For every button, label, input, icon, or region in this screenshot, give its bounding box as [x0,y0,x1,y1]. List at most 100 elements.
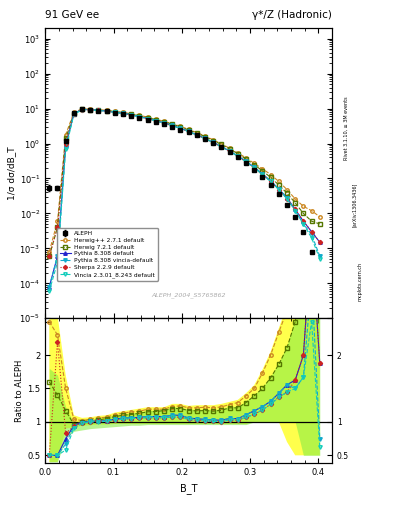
Herwig 7.2.1 default [260,168,265,174]
Herwig++ 2.7.1 default [203,133,208,139]
Vincia 2.3.01_8.243 default [137,114,142,120]
Herwig++ 2.7.1 default [178,123,183,130]
Text: [arXiv:1306.3436]: [arXiv:1306.3436] [352,183,357,227]
Pythia 8.308 default [145,115,150,121]
Y-axis label: Ratio to ALEPH: Ratio to ALEPH [15,359,24,422]
Herwig++ 2.7.1 default [293,196,298,202]
Vincia 2.3.01_8.243 default [268,178,273,184]
Pythia 8.308 default [318,239,322,245]
Line: Pythia 8.308 vincia-default: Pythia 8.308 vincia-default [48,108,321,288]
Sherpa 2.2.9 default [170,123,174,129]
Herwig++ 2.7.1 default [309,207,314,214]
Vincia 2.3.01_8.243 default [276,186,281,193]
Herwig++ 2.7.1 default [137,112,142,118]
Herwig 7.2.1 default [211,137,216,143]
Herwig 7.2.1 default [195,130,199,136]
Pythia 8.308 vincia-default [72,111,76,117]
Herwig 7.2.1 default [137,113,142,119]
Herwig++ 2.7.1 default [145,114,150,120]
Vincia 2.3.01_8.243 default [129,112,134,118]
Pythia 8.308 vincia-default [55,253,60,259]
Pythia 8.308 vincia-default [121,110,125,116]
Vincia 2.3.01_8.243 default [88,107,93,113]
Pythia 8.308 vincia-default [285,195,289,201]
Herwig++ 2.7.1 default [154,116,158,122]
Herwig 7.2.1 default [162,119,166,125]
Text: Rivet 3.1.10, ≥ 3M events: Rivet 3.1.10, ≥ 3M events [344,96,349,160]
Herwig++ 2.7.1 default [96,106,101,113]
Herwig 7.2.1 default [104,108,109,114]
Pythia 8.308 default [293,206,298,212]
Pythia 8.308 vincia-default [309,231,314,238]
Vincia 2.3.01_8.243 default [63,146,68,152]
Herwig 7.2.1 default [129,111,134,117]
Herwig 7.2.1 default [252,161,257,167]
Pythia 8.308 vincia-default [162,120,166,126]
Text: mcplots.cern.ch: mcplots.cern.ch [358,262,363,301]
Vincia 2.3.01_8.243 default [55,259,60,265]
Herwig 7.2.1 default [96,107,101,113]
Herwig++ 2.7.1 default [211,137,216,143]
Pythia 8.308 default [162,120,166,126]
Pythia 8.308 vincia-default [219,143,224,150]
Pythia 8.308 default [121,110,125,116]
Sherpa 2.2.9 default [219,144,224,150]
Line: Sherpa 2.2.9 default: Sherpa 2.2.9 default [48,108,321,258]
Herwig 7.2.1 default [63,135,68,141]
Sherpa 2.2.9 default [112,109,117,115]
X-axis label: B_T: B_T [180,483,197,494]
Sherpa 2.2.9 default [244,159,248,165]
Sherpa 2.2.9 default [80,106,84,113]
Pythia 8.308 default [170,122,174,129]
Pythia 8.308 vincia-default [129,112,134,118]
Herwig 7.2.1 default [80,106,84,113]
Sherpa 2.2.9 default [129,112,134,118]
Pythia 8.308 default [72,111,76,117]
Herwig++ 2.7.1 default [80,106,84,112]
Pythia 8.308 default [63,142,68,148]
Herwig 7.2.1 default [285,190,289,196]
Pythia 8.308 default [219,143,224,150]
Herwig 7.2.1 default [47,253,51,259]
Herwig 7.2.1 default [268,174,273,180]
Sherpa 2.2.9 default [63,140,68,146]
Herwig 7.2.1 default [170,121,174,127]
Herwig 7.2.1 default [293,200,298,206]
Herwig 7.2.1 default [219,141,224,147]
Sherpa 2.2.9 default [318,239,322,245]
Pythia 8.308 vincia-default [80,106,84,113]
Sherpa 2.2.9 default [137,114,142,120]
Pythia 8.308 default [112,109,117,115]
Sherpa 2.2.9 default [154,118,158,124]
Line: Herwig++ 2.7.1 default: Herwig++ 2.7.1 default [48,107,321,253]
Vincia 2.3.01_8.243 default [235,153,240,159]
Vincia 2.3.01_8.243 default [285,196,289,202]
Legend: ALEPH, Herwig++ 2.7.1 default, Herwig 7.2.1 default, Pythia 8.308 default, Pythi: ALEPH, Herwig++ 2.7.1 default, Herwig 7.… [57,228,158,281]
Vincia 2.3.01_8.243 default [170,123,174,129]
Vincia 2.3.01_8.243 default [260,172,265,178]
Vincia 2.3.01_8.243 default [211,140,216,146]
Pythia 8.308 default [203,135,208,141]
Line: Herwig 7.2.1 default: Herwig 7.2.1 default [48,108,321,258]
Sherpa 2.2.9 default [178,125,183,132]
Sherpa 2.2.9 default [195,132,199,138]
Herwig 7.2.1 default [72,111,76,117]
Pythia 8.308 vincia-default [170,122,174,129]
Herwig++ 2.7.1 default [129,111,134,117]
Vincia 2.3.01_8.243 default [47,288,51,294]
Pythia 8.308 vincia-default [260,171,265,177]
Herwig 7.2.1 default [112,109,117,115]
Pythia 8.308 default [186,129,191,135]
Pythia 8.308 default [309,229,314,235]
Vincia 2.3.01_8.243 default [104,108,109,114]
Herwig++ 2.7.1 default [104,108,109,114]
Vincia 2.3.01_8.243 default [96,108,101,114]
Herwig 7.2.1 default [154,117,158,123]
Pythia 8.308 vincia-default [293,207,298,214]
Herwig 7.2.1 default [88,106,93,113]
Pythia 8.308 default [252,164,257,170]
Sherpa 2.2.9 default [268,178,273,184]
Herwig 7.2.1 default [276,182,281,188]
Pythia 8.308 vincia-default [96,108,101,114]
Pythia 8.308 default [47,284,51,290]
